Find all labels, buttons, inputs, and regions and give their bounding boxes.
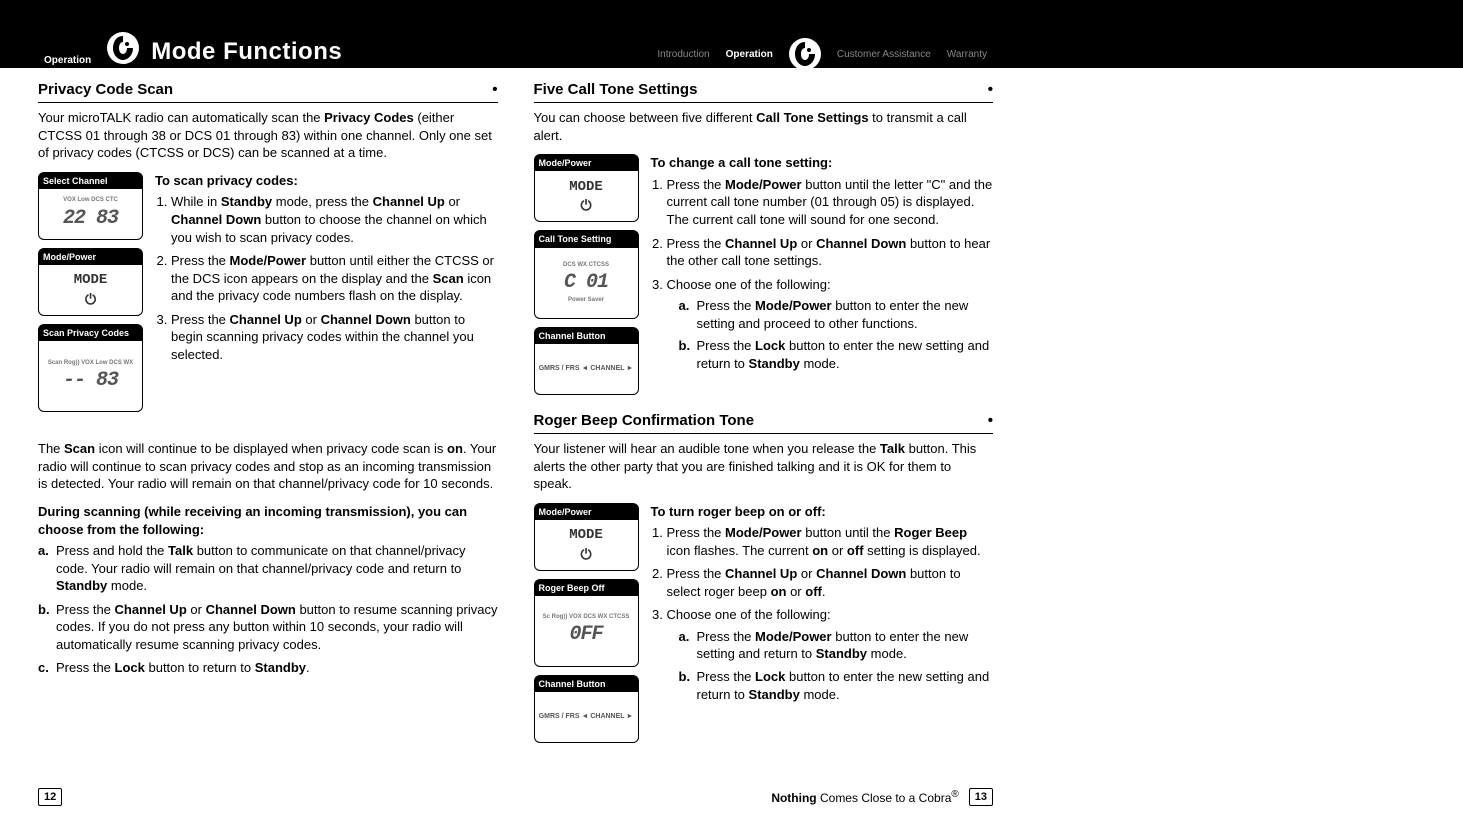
scan-step-3: Press the Channel Up or Channel Down but… — [171, 311, 498, 364]
diagram-label: Mode/Power — [535, 504, 638, 520]
privacy-intro: Your microTALK radio can automatically s… — [38, 109, 498, 162]
lcd-digits: 0FF — [569, 621, 602, 648]
diagram-call-tone-setting: Call Tone Setting DCS WX CTCSS C 01 Powe… — [534, 230, 639, 318]
rb-step-2: Press the Channel Up or Channel Down but… — [667, 565, 994, 600]
channel-button-graphic: GMRS / FRS ◄ CHANNEL ► — [539, 713, 634, 721]
diagram-label: Mode/Power — [39, 249, 142, 265]
nav-tab-operation: Operation — [720, 45, 779, 64]
cobra-logo-nav-icon — [787, 36, 823, 72]
diagram-body: VOX Low DCS CTC 22 83 — [39, 189, 142, 239]
header-bar: Operation Mode Functions Introduction Op… — [0, 0, 1463, 68]
option-text: Press the Lock button to enter the new s… — [697, 669, 990, 702]
header-left-tab: Operation — [40, 55, 95, 66]
diagram-label: Channel Button — [535, 676, 638, 692]
lcd-digits: C 01 — [564, 269, 608, 296]
mode-text: MODE — [569, 178, 603, 197]
diagram-scan-privacy-codes: Scan Privacy Codes Scan Rog)) VOX Low DC… — [38, 324, 143, 412]
diagram-body: MODE — [39, 265, 142, 315]
call-tone-intro: You can choose between five different Ca… — [534, 109, 994, 144]
left-column: Privacy Code Scan Your microTALK radio c… — [38, 80, 498, 776]
ct-step-3: Choose one of the following: a.Press the… — [667, 276, 994, 373]
lcd-digits: -- 83 — [63, 367, 118, 394]
page-number-right: 13 — [969, 788, 993, 806]
diagram-label: Scan Privacy Codes — [39, 325, 142, 341]
ct-option-a: a.Press the Mode/Power button to enter t… — [697, 297, 994, 332]
power-icon — [85, 290, 96, 309]
lcd-annotation: Power Saver — [568, 296, 604, 304]
diagram-body: DCS WX CTCSS C 01 Power Saver — [535, 248, 638, 318]
scan-step-2: Press the Mode/Power button until either… — [171, 252, 498, 305]
change-call-tone-heading: To change a call tone setting: — [651, 154, 994, 172]
page-content: Privacy Code Scan Your microTALK radio c… — [38, 80, 993, 776]
diagram-label: Roger Beep Off — [535, 580, 638, 596]
option-text: Press the Mode/Power button to enter the… — [697, 298, 969, 331]
diagram-body: Sc Rog)) VOX DCS WX CTCSS 0FF — [535, 596, 638, 666]
header-left: Operation Mode Functions — [40, 30, 342, 66]
diagram-mode-power-rb: Mode/Power MODE — [534, 503, 639, 571]
footer-tagline: Nothing Comes Close to a Cobra® — [771, 789, 958, 805]
roger-beep-intro: Your listener will hear an audible tone … — [534, 440, 994, 493]
diagram-label: Call Tone Setting — [535, 231, 638, 247]
heading-privacy-code-scan: Privacy Code Scan — [38, 80, 498, 103]
lcd-annotation: DCS WX CTCSS — [563, 261, 609, 269]
mode-text: MODE — [569, 526, 603, 545]
diagram-label: Mode/Power — [535, 155, 638, 171]
scan-subheading: To scan privacy codes: — [155, 172, 498, 190]
step-text: Choose one of the following: — [667, 277, 831, 292]
diagram-body: GMRS / FRS ◄ CHANNEL ► — [535, 692, 638, 742]
option-text: Press the Channel Up or Channel Down but… — [56, 602, 497, 652]
mode-text: MODE — [74, 271, 108, 290]
rb-step-1: Press the Mode/Power button until the Ro… — [667, 524, 994, 559]
page-number-left: 12 — [38, 788, 62, 806]
scan-option-a: a.Press and hold the Talk button to comm… — [56, 542, 498, 595]
during-scanning-heading: During scanning (while receiving an inco… — [38, 503, 498, 538]
option-text: Press and hold the Talk button to commun… — [56, 543, 466, 593]
lcd-digits: 22 83 — [63, 205, 118, 232]
ct-step-2: Press the Channel Up or Channel Down but… — [667, 235, 994, 270]
ct-step-1: Press the Mode/Power button until the le… — [667, 176, 994, 229]
heading-roger-beep: Roger Beep Confirmation Tone — [534, 411, 994, 434]
diagram-channel-button-ct: Channel Button GMRS / FRS ◄ CHANNEL ► — [534, 327, 639, 395]
option-text: Press the Lock button to enter the new s… — [697, 338, 990, 371]
power-icon — [580, 545, 591, 564]
diagram-body: MODE — [535, 171, 638, 221]
step-text: Choose one of the following: — [667, 607, 831, 622]
scan-option-c: c.Press the Lock button to return to Sta… — [56, 659, 498, 677]
diagram-label: Select Channel — [39, 173, 142, 189]
power-icon — [580, 196, 591, 215]
rb-option-b: b.Press the Lock button to enter the new… — [697, 668, 994, 703]
diagram-channel-button-rb: Channel Button GMRS / FRS ◄ CHANNEL ► — [534, 675, 639, 743]
diagram-body: Scan Rog)) VOX Low DCS WX -- 83 — [39, 341, 142, 411]
channel-button-graphic: GMRS / FRS ◄ CHANNEL ► — [539, 365, 634, 373]
diagram-mode-power: Mode/Power MODE — [38, 248, 143, 316]
cobra-logo-icon — [105, 30, 141, 66]
diagram-body: GMRS / FRS ◄ CHANNEL ► — [535, 344, 638, 394]
diagram-body: MODE — [535, 520, 638, 570]
diagram-select-channel: Select Channel VOX Low DCS CTC 22 83 — [38, 172, 143, 240]
diagram-mode-power-ct: Mode/Power MODE — [534, 154, 639, 222]
footer: 12 Nothing Comes Close to a Cobra® 13 — [38, 788, 993, 806]
page-title: Mode Functions — [151, 38, 342, 66]
option-text: Press the Mode/Power button to enter the… — [697, 629, 969, 662]
heading-five-call-tone: Five Call Tone Settings — [534, 80, 994, 103]
lcd-annotation: VOX Low DCS CTC — [63, 196, 118, 204]
option-text: Press the Lock button to return to Stand… — [56, 660, 310, 675]
nav-tab-introduction: Introduction — [651, 45, 715, 64]
scan-note: The Scan icon will continue to be displa… — [38, 440, 498, 493]
nav-tab-assistance: Customer Assistance — [831, 45, 937, 64]
right-column: Five Call Tone Settings You can choose b… — [534, 80, 994, 776]
ct-option-b: b.Press the Lock button to enter the new… — [697, 337, 994, 372]
rb-step-3: Choose one of the following: a.Press the… — [667, 606, 994, 703]
diagram-label: Channel Button — [535, 328, 638, 344]
lcd-annotation: Sc Rog)) VOX DCS WX CTCSS — [543, 613, 630, 621]
header-nav: Introduction Operation Customer Assistan… — [651, 36, 993, 72]
lcd-annotation: Scan Rog)) VOX Low DCS WX — [48, 359, 133, 367]
nav-tab-warranty: Warranty — [941, 45, 993, 64]
rb-option-a: a.Press the Mode/Power button to enter t… — [697, 628, 994, 663]
scan-option-b: b.Press the Channel Up or Channel Down b… — [56, 601, 498, 654]
diagram-roger-beep-off: Roger Beep Off Sc Rog)) VOX DCS WX CTCSS… — [534, 579, 639, 667]
roger-beep-subheading: To turn roger beep on or off: — [651, 503, 994, 521]
scan-step-1: While in Standby mode, press the Channel… — [171, 193, 498, 246]
